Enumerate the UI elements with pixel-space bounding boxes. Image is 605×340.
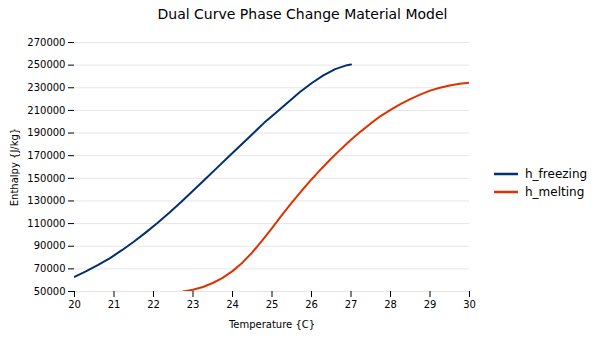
html-text:Dual Curve Phase Change Materi: Dual Curve Phase Change Material Model: [157, 6, 448, 22]
svg-text:27: 27: [345, 299, 358, 310]
svg-text:30: 30: [463, 299, 476, 310]
svg-text:270000: 270000: [27, 37, 65, 48]
svg-text:130000: 130000: [27, 195, 65, 206]
html-text:h_freezing: h_freezing: [525, 166, 588, 181]
svg-text:29: 29: [424, 299, 437, 310]
svg-text:50000: 50000: [34, 286, 66, 297]
svg-text:90000: 90000: [34, 240, 66, 251]
svg-text:21: 21: [108, 299, 121, 310]
svg-text:26: 26: [305, 299, 318, 310]
svg-text:110000: 110000: [27, 218, 65, 229]
svg-text:Enthalpy {J/kg}: Enthalpy {J/kg}: [9, 128, 20, 206]
svg-text:150000: 150000: [27, 173, 65, 184]
svg-text:Temperature {C}: Temperature {C}: [228, 319, 315, 330]
svg-text:28: 28: [384, 299, 397, 310]
svg-text:20: 20: [68, 299, 81, 310]
svg-text:230000: 230000: [27, 82, 65, 93]
svg-text:170000: 170000: [27, 150, 65, 161]
svg-text:190000: 190000: [27, 127, 65, 138]
svg-text:24: 24: [226, 299, 239, 310]
svg-text:23: 23: [187, 299, 200, 310]
svg-text:25: 25: [266, 299, 279, 310]
svg-text:22: 22: [147, 299, 160, 310]
svg-text:250000: 250000: [27, 59, 65, 70]
html-text:h_melting: h_melting: [525, 184, 585, 199]
svg-text:210000: 210000: [27, 105, 65, 116]
svg-text:70000: 70000: [34, 263, 66, 274]
